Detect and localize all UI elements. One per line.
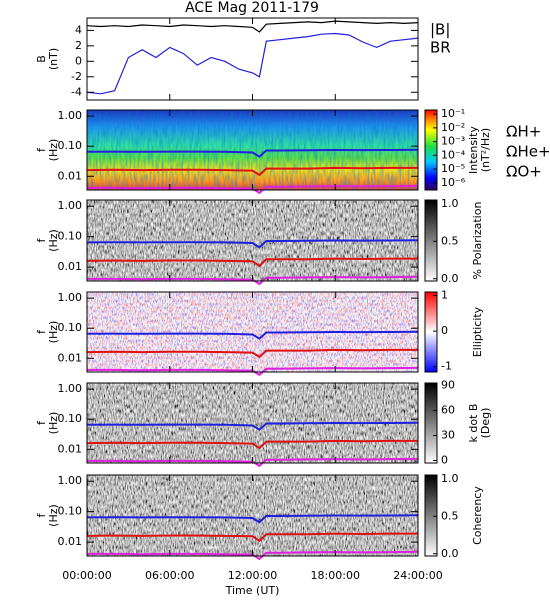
colorbar-tick-label: 10⁻⁵ [441,162,465,175]
colorbar-tick-label: 30 [441,429,455,442]
colorbar-tick-label: 10⁻⁶ [441,176,466,189]
series-line [86,166,418,177]
y-axis-label: (Hz) [47,412,60,435]
colorbar-tick-label: 10⁻³ [441,135,465,148]
y-axis-label: (Hz) [47,504,60,527]
series-line [86,514,419,524]
y-tick-label: 0.01 [58,351,83,364]
series-line [87,275,419,286]
colorbar-tick-label: 60 [441,404,455,417]
y-axis-label: f [35,512,48,517]
colorbar-label: (Deg) [479,408,492,439]
legend-entry: ΩH+ [506,123,541,141]
colorbar [424,382,438,464]
series-line [86,20,419,33]
y-tick-label: 0.10 [58,321,83,334]
series-line [86,257,418,268]
colorbar-label: Ellipticity [471,306,484,357]
legend-entry: ΩO+ [506,163,542,181]
series-line [86,348,418,359]
y-tick-label: 1.00 [58,382,83,395]
colorbar-tick-label: 90 [441,379,455,392]
x-tick-label: 18:00:00 [311,569,360,582]
series-line [87,550,419,561]
y-axis-label: B [35,55,48,63]
colorbar-tick-label: 1.0 [441,197,459,210]
y-axis-label: f [35,147,48,152]
y-tick-label: 1.00 [58,474,83,487]
y-tick-label: 0.10 [58,230,83,243]
y-tick-label: 0.01 [58,169,83,182]
series-line [86,32,419,95]
x-axis-label: Time (UT) [225,584,280,597]
y-axis-label: f [35,237,48,242]
colorbar [424,291,438,373]
chart-title: ACE Mag 2011-179 [185,0,319,16]
y-tick-label: 1.00 [58,291,83,304]
colorbar-tick-label: -1 [441,360,452,373]
plot-frame [86,17,419,101]
x-tick-label: 12:00:00 [228,569,277,582]
colorbar-tick-label: 0.5 [441,234,459,247]
y-tick-label: 1.00 [58,199,83,212]
colorbar-tick-label: 0.0 [441,547,459,560]
y-tick-label: 1.00 [58,109,83,122]
colorbar-tick-label: 0 [441,454,448,467]
series-line [86,330,419,340]
y-tick-label: 0.01 [58,535,83,548]
colorbar-label: % Polarization [471,202,484,280]
series-line [86,239,419,249]
y-tick-label: 4 [75,23,82,36]
y-tick-label: 0.10 [58,139,83,152]
y-tick-label: 0.10 [58,412,83,425]
colorbar-tick-label: 1.0 [441,472,459,485]
series-line [86,532,418,543]
series-line [86,421,419,431]
colorbar-tick-label: 0.0 [441,272,459,285]
colorbar-tick-label: 10⁻⁴ [441,148,466,161]
series-line [87,184,419,195]
y-axis-label: (Hz) [47,139,60,162]
colorbar-tick-label: 10⁻¹ [441,107,465,120]
series-line [86,439,418,450]
colorbar-tick-label: 10⁻² [441,121,465,134]
y-tick-label: -4 [71,85,82,98]
x-tick-label: 06:00:00 [145,569,194,582]
y-tick-label: 0 [75,54,82,67]
y-tick-label: 0.01 [58,442,83,455]
colorbar [424,199,438,282]
legend-entry: |B| [430,21,450,39]
x-tick-label: 00:00:00 [62,569,111,582]
y-axis-label: f [35,329,48,334]
y-tick-label: -2 [71,70,82,83]
colorbar-label: (nT²/Hz) [479,128,492,172]
y-axis-label: (nT) [47,48,60,70]
y-tick-label: 0.01 [58,260,83,273]
series-line [86,148,419,158]
colorbar-label: k dot B [467,404,480,443]
colorbar-label: Coherency [471,486,484,545]
y-axis-label: (Hz) [47,321,60,344]
x-tick-label: 24:00:00 [393,569,442,582]
series-line [87,366,419,377]
y-axis-label: f [35,420,48,425]
colorbar-label: Intensity [467,126,480,174]
colorbar-tick-label: 0 [441,324,448,337]
colorbar [424,474,438,557]
y-tick-label: 2 [75,39,82,52]
y-axis-label: (Hz) [47,229,60,252]
colorbar [424,109,438,191]
colorbar-tick-label: 0.5 [441,509,459,522]
legend-entry: BR [430,39,451,57]
y-tick-label: 0.10 [58,505,83,518]
colorbar-tick-label: 1 [441,289,448,302]
series-line [87,457,419,468]
legend-entry: ΩHe+ [506,143,550,161]
